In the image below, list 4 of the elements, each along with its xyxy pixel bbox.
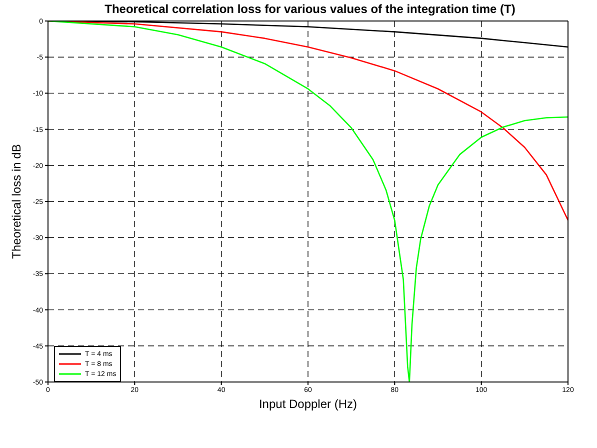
line-series xyxy=(48,21,568,382)
y-axis-title: Theoretical loss in dB xyxy=(9,144,24,259)
x-axis-title: Input Doppler (Hz) xyxy=(258,397,358,411)
chart-title: Theoretical correlation loss for various values of the integration time (T) xyxy=(104,2,516,16)
